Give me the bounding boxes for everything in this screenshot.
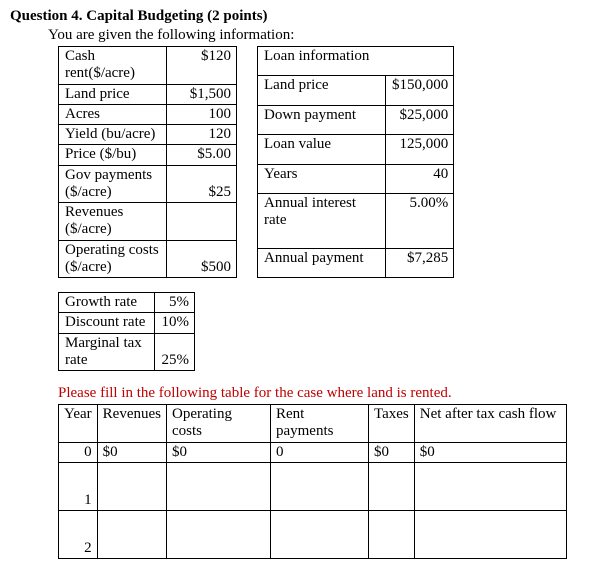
table-row: 0 $0 $0 0 $0 $0 [59,442,567,462]
rate-label: Marginal tax rate [59,333,155,371]
info-value: $500 [167,240,237,278]
loan-label: Annual interest rate [258,194,386,248]
loan-label: Down payment [258,105,386,134]
loan-table: Loan information Land price$150,000 Down… [257,46,454,278]
loan-value: 40 [386,164,454,193]
info-label: Cash rent($/acre) [59,47,167,85]
cell-tx: $0 [368,442,414,462]
col-cashflow: Net after tax cash flow [414,405,566,443]
info-value: $1,500 [167,84,237,104]
table-row: 2 [59,510,567,558]
cell-cf: $0 [414,442,566,462]
loan-value: 5.00% [386,194,454,248]
cell-tx[interactable] [368,462,414,510]
info-label: Yield (bu/acre) [59,125,167,145]
cell-cf[interactable] [414,462,566,510]
info-label: Price ($/bu) [59,145,167,165]
cell-op[interactable] [166,510,270,558]
rates-table: Growth rate5% Discount rate10% Marginal … [58,292,195,371]
info-label: Revenues ($/acre) [59,203,167,241]
cell-rp[interactable] [270,510,368,558]
loan-label: Loan value [258,135,386,164]
info-table: Cash rent($/acre)$120 Land price$1,500 A… [58,46,237,278]
info-value: 120 [167,125,237,145]
col-rent: Rent payments [270,405,368,443]
cell-year: 2 [59,510,98,558]
rate-label: Growth rate [59,293,155,313]
question-title: Question 4. Capital Budgeting (2 points) [10,8,586,25]
col-year: Year [59,405,98,443]
loan-value: $25,000 [386,105,454,134]
cell-year: 1 [59,462,98,510]
info-value: $120 [167,47,237,85]
rate-value: 10% [155,313,195,333]
loan-value: $150,000 [386,76,454,105]
rate-value: 5% [155,293,195,313]
fill-table: Year Revenues Operating costs Rent payme… [58,404,567,559]
info-label: Land price [59,84,167,104]
loan-label: Land price [258,76,386,105]
loan-header: Loan information [258,47,454,76]
fill-prompt: Please fill in the following table for t… [58,385,586,402]
cell-cf[interactable] [414,510,566,558]
loan-value: 125,000 [386,135,454,164]
loan-value: $7,285 [386,248,454,278]
intro-text: You are given the following information: [48,27,586,44]
table-row: 1 [59,462,567,510]
info-value: 100 [167,104,237,124]
cell-rev[interactable] [97,462,166,510]
info-label: Acres [59,104,167,124]
info-value: $5.00 [167,145,237,165]
loan-label: Annual payment [258,248,386,278]
table-header-row: Year Revenues Operating costs Rent payme… [59,405,567,443]
col-opcosts: Operating costs [166,405,270,443]
rate-value: 25% [155,333,195,371]
cell-tx[interactable] [368,510,414,558]
rate-label: Discount rate [59,313,155,333]
info-label: Gov payments ($/acre) [59,165,167,203]
cell-year: 0 [59,442,98,462]
info-value: $25 [167,165,237,203]
loan-label: Years [258,164,386,193]
cell-rp[interactable] [270,462,368,510]
info-value [167,203,237,241]
col-revenues: Revenues [97,405,166,443]
cell-rp: 0 [270,442,368,462]
info-label: Operating costs ($/acre) [59,240,167,278]
cell-op: $0 [166,442,270,462]
tables-row: Cash rent($/acre)$120 Land price$1,500 A… [58,46,586,278]
cell-rev: $0 [97,442,166,462]
cell-rev[interactable] [97,510,166,558]
cell-op[interactable] [166,462,270,510]
col-taxes: Taxes [368,405,414,443]
